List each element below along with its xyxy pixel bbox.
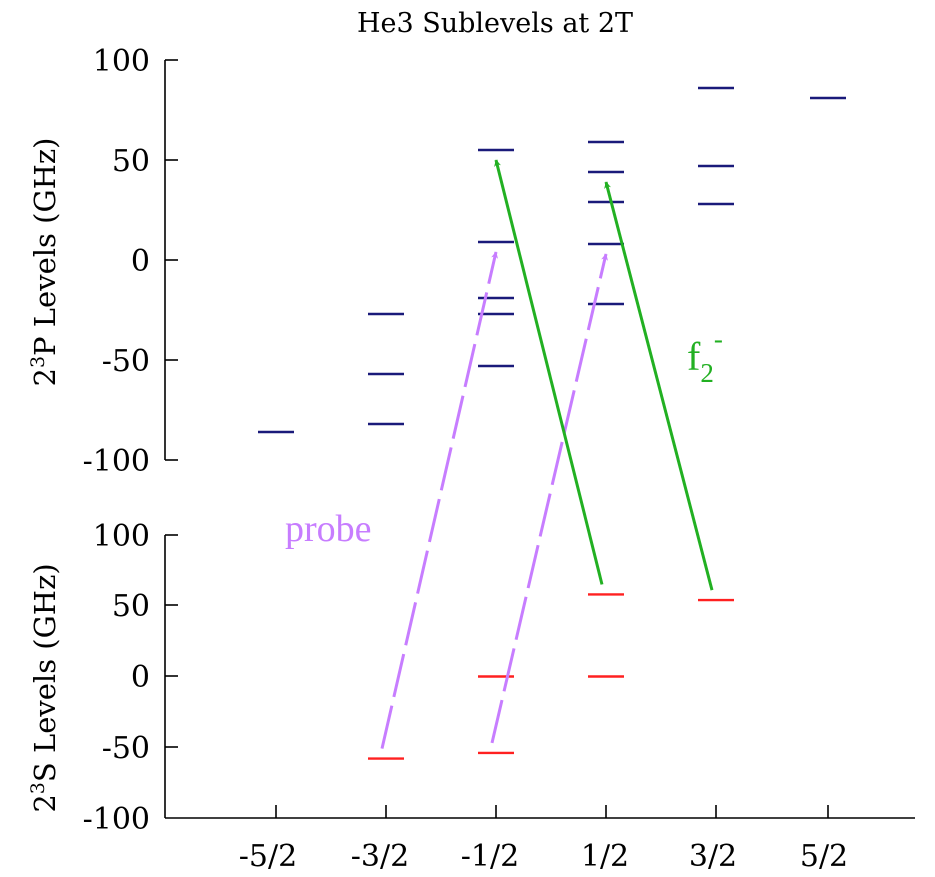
lower-y-tick-label: 50 <box>112 589 150 624</box>
f2-base: f <box>687 334 701 379</box>
lower-y-axis-label: 23S Levels (GHz) <box>27 563 62 812</box>
f2-minus-transition-arrow <box>494 159 604 585</box>
x-tick-label: 3/2 <box>689 839 737 874</box>
lower-y-axis-label-base: 2 <box>28 794 62 812</box>
probe-transition-arrow <box>380 251 499 749</box>
x-tick-label: -3/2 <box>351 839 409 874</box>
upper-y-tick-label: -50 <box>102 344 150 379</box>
f2-minus-transition-arrow <box>604 181 714 591</box>
f2-minus-label: f2- <box>687 324 723 388</box>
transitions <box>380 159 714 749</box>
energy-levels <box>258 86 846 760</box>
f2-sup: - <box>714 324 723 354</box>
x-tick-label: -1/2 <box>461 839 519 874</box>
upper-y-axis-label-rest: P Levels (GHz) <box>28 138 62 356</box>
lower-y-axis-label-sup: 3 <box>27 782 49 794</box>
lower-y-tick-label: 0 <box>131 660 150 695</box>
lower-y-tick-label: 100 <box>93 519 150 554</box>
lower-panel-axis: 100 50 0 -50 -100 <box>83 519 915 837</box>
upper-y-tick-label: 100 <box>93 44 150 79</box>
upper-y-axis-label-base: 2 <box>28 368 62 386</box>
upper-y-axis-label: 23P Levels (GHz) <box>27 138 62 387</box>
x-tick-label: -5/2 <box>239 839 297 874</box>
upper-y-tick-label: 50 <box>112 144 150 179</box>
upper-y-axis-label-sup: 3 <box>27 356 49 368</box>
x-axis: -5/2 -3/2 -1/2 1/2 3/2 5/2 <box>239 805 848 874</box>
lower-y-tick-label: -50 <box>102 731 150 766</box>
upper-panel-axis: 100 50 0 -50 -100 <box>83 44 178 479</box>
lower-y-tick-label: -100 <box>83 802 150 837</box>
f2-sub: 2 <box>700 358 714 388</box>
probe-label: probe <box>285 508 372 550</box>
probe-transition-arrow <box>490 253 608 744</box>
upper-y-tick-label: 0 <box>131 244 150 279</box>
upper-y-tick-label: -100 <box>83 444 150 479</box>
x-tick-label: 5/2 <box>800 839 848 874</box>
chart-title: He3 Sublevels at 2T <box>357 8 633 39</box>
lower-y-axis-label-rest: S Levels (GHz) <box>28 563 62 782</box>
x-tick-label: 1/2 <box>581 839 629 874</box>
